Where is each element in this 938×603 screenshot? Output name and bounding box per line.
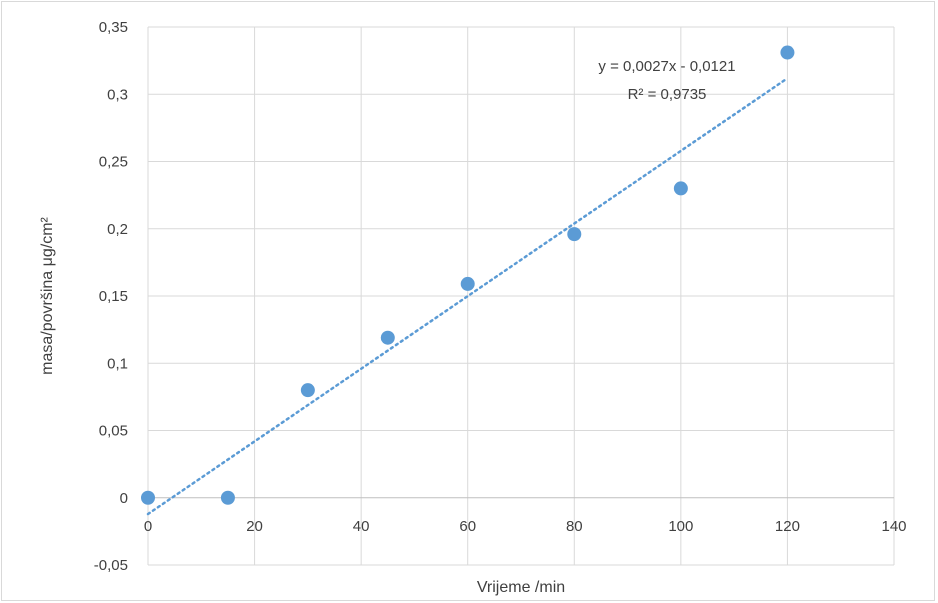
data-point bbox=[460, 276, 475, 291]
x-axis-tick-labels: 0 20 40 60 80 100 120 140 bbox=[144, 518, 907, 535]
x-tick-label: 140 bbox=[881, 518, 906, 535]
x-tick-label: 60 bbox=[459, 518, 476, 535]
linear-trendline bbox=[146, 76, 789, 516]
trendline-equation: y = 0,0027x - 0,0121 bbox=[598, 58, 735, 75]
data-points bbox=[141, 45, 795, 505]
x-tick-label: 40 bbox=[353, 518, 370, 535]
data-point bbox=[567, 227, 582, 242]
y-tick-label: 0,3 bbox=[107, 86, 128, 103]
x-tick-label: 20 bbox=[246, 518, 263, 535]
data-point bbox=[673, 181, 688, 196]
y-tick-label: -0,05 bbox=[94, 557, 128, 574]
trendline-r-squared: R² = 0,9735 bbox=[628, 86, 707, 103]
x-axis-title: Vrijeme /min bbox=[477, 579, 565, 596]
y-tick-label: 0,1 bbox=[107, 355, 128, 372]
data-point bbox=[780, 45, 795, 60]
y-axis-tick-labels: -0,05 0 0,05 0,1 0,15 0,2 0,25 0,3 0,35 bbox=[94, 19, 128, 574]
y-tick-label: 0,35 bbox=[99, 19, 128, 36]
data-point bbox=[300, 383, 315, 398]
data-point bbox=[141, 490, 155, 505]
y-tick-label: 0,15 bbox=[99, 288, 128, 305]
horizontal-gridlines bbox=[148, 26, 894, 566]
y-axis-title: masa/površina μg/cm² bbox=[39, 216, 56, 374]
y-tick-label: 0 bbox=[120, 490, 128, 507]
y-tick-label: 0,05 bbox=[99, 423, 128, 440]
data-point bbox=[220, 490, 235, 505]
x-tick-label: 0 bbox=[144, 518, 152, 535]
x-tick-label: 100 bbox=[668, 518, 693, 535]
x-tick-label: 120 bbox=[775, 518, 800, 535]
y-tick-label: 0,25 bbox=[99, 154, 128, 171]
data-point bbox=[380, 330, 395, 345]
x-tick-label: 80 bbox=[566, 518, 583, 535]
y-tick-label: 0,2 bbox=[107, 221, 128, 238]
